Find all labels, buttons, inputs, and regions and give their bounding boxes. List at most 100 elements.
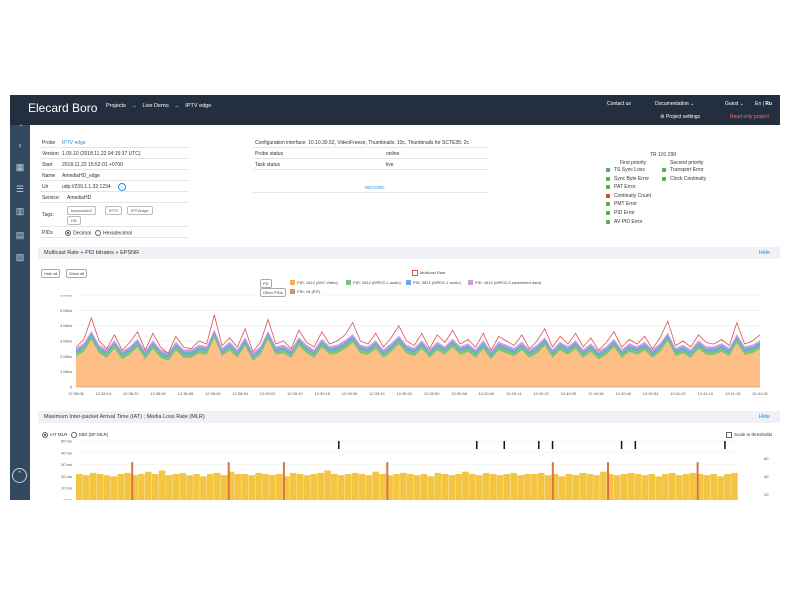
iat-spike-bar <box>607 462 609 500</box>
hide-link[interactable]: Hide <box>758 250 770 256</box>
iat-bar <box>689 472 697 500</box>
tag-chip[interactable]: IPTV <box>105 206 122 215</box>
columns-icon[interactable]: ▥ <box>15 206 25 216</box>
legend-swatch <box>468 280 473 286</box>
x-tick-label: 12:41:02 <box>670 391 686 396</box>
layout-icon[interactable]: ☰ <box>15 184 25 194</box>
iat-bar <box>282 476 290 500</box>
x-tick-label: 12:38:54 <box>232 391 248 396</box>
iat-spike-bar <box>282 462 285 500</box>
iat-bar <box>317 472 324 500</box>
status-error-icon <box>606 193 610 198</box>
probe-link[interactable]: IPTV edge <box>62 140 86 146</box>
table-icon[interactable]: ▤ <box>15 230 25 240</box>
tr101290-item: Transport Error <box>670 167 704 173</box>
iat-bar <box>524 474 531 500</box>
legend-multicast-rate[interactable]: Multicast Rate <box>412 270 445 276</box>
chevron-down-icon: ⌄ <box>739 101 744 107</box>
expand-arrow-icon[interactable]: › <box>18 140 22 150</box>
legend-pid[interactable]: PID: 2812 (MPEG-1 audio) <box>346 280 401 286</box>
guest-label: Guest <box>725 101 739 107</box>
x-tick-label: 12:41:18 <box>725 391 741 396</box>
x-tick-label: 12:40:14 <box>506 391 522 396</box>
y2-tick-label: 60 <box>764 456 769 461</box>
x-tick-label: 12:40:38 <box>588 391 604 396</box>
status-ok-icon <box>662 176 666 181</box>
breadcrumb-live-demo[interactable]: Live Demo <box>142 103 169 109</box>
section-title: Maximum Inter-packet Arrival Time (IAT) … <box>44 414 205 420</box>
breadcrumb-projects[interactable]: Projects <box>106 103 126 109</box>
y-tick-label: 0 <box>70 385 73 390</box>
other-pids-button[interactable]: Other PIDs <box>260 288 286 297</box>
iat-bar <box>358 474 366 500</box>
legend-pid[interactable]: PID: 4812 (MPEG-2 packetized data) <box>468 280 541 286</box>
x-tick-label: 12:39:34 <box>369 391 385 396</box>
x-tick-label: 12:38:14 <box>96 391 112 396</box>
mlr-marker <box>338 441 340 449</box>
show-all-button[interactable]: Show all <box>66 269 88 278</box>
grid-icon[interactable]: ▦ <box>15 162 25 172</box>
iat-bar <box>448 475 455 500</box>
status-ok-icon <box>606 176 610 181</box>
pids-hex-radio[interactable]: Hexadecimal <box>95 230 132 236</box>
mdi-radio[interactable]: MDI (DF:MLR) <box>71 432 108 438</box>
lang-ru[interactable]: Ru <box>765 101 772 107</box>
iat-bar <box>593 475 600 500</box>
iat-bar <box>227 471 235 500</box>
iat-bar <box>476 475 483 500</box>
x-tick-label: 12:38:30 <box>150 391 166 396</box>
iat-bar <box>303 475 311 500</box>
info-icon[interactable]: i <box>118 183 126 191</box>
divider <box>253 147 489 148</box>
iat-bar <box>213 472 221 500</box>
pids-decimal-radio[interactable]: Decimal <box>65 230 91 236</box>
iat-bar <box>731 472 738 500</box>
list-icon[interactable]: ▧ <box>15 252 25 262</box>
guest-menu[interactable]: Guest ⌄ <box>725 101 744 107</box>
iat-mlr-radio[interactable]: IAT MLR <box>42 432 67 438</box>
iat-chart[interactable]: 0 ms 10 ms 20 ms 30 ms 40 ms 50 ms 60 40 20 <box>38 438 780 500</box>
documentation-menu[interactable]: Documentation ⌄ <box>655 101 694 107</box>
project-settings-link[interactable]: ⚙ Project settings <box>660 114 700 120</box>
multicast-rate-chart[interactable]: 0 1 Mb/s 2 Mb/s 3 Mb/s 4 Mb/s 5 Mb/s 6 Mb/s 12:… <box>38 295 780 403</box>
status-ok-icon <box>606 202 610 207</box>
y-tick-label: 6 Mb/s <box>60 295 72 298</box>
legend-pid[interactable]: PID: 1612 (AVC Video) <box>290 280 338 286</box>
iat-bar <box>510 472 517 500</box>
iat-bar <box>372 471 380 500</box>
tag-chip[interactable]: HD <box>67 216 81 225</box>
contact-link[interactable]: Contact us <box>607 101 631 107</box>
mlr-marker <box>476 441 478 449</box>
breadcrumb-iptv-edge[interactable]: IPTV edge <box>185 103 212 109</box>
y-tick-label: 50 ms <box>61 439 72 444</box>
hide-all-button[interactable]: Hide all <box>41 269 61 278</box>
tag-chip[interactable]: IPTVedge <box>127 206 153 215</box>
iat-bar <box>675 475 683 500</box>
divider <box>40 237 188 238</box>
iat-bar <box>607 474 614 500</box>
service-label: Service: <box>42 195 61 201</box>
record-button[interactable]: RECORD <box>365 185 385 190</box>
tr101290-item: PID Error <box>614 210 635 216</box>
hide-link[interactable]: Hide <box>758 414 770 420</box>
x-tick-label: 12:38:46 <box>205 391 221 396</box>
lang-en[interactable]: En <box>755 101 762 107</box>
collapse-up-icon[interactable]: ⌃ <box>18 125 24 131</box>
iat-bar <box>662 474 669 500</box>
app-logo[interactable]: Elecard Boro <box>28 101 98 115</box>
pd-button[interactable]: PD <box>260 279 272 288</box>
iat-bar <box>600 471 607 500</box>
legend-pid-18[interactable]: PID: 18 (EIT) <box>290 289 320 295</box>
tag-chip[interactable]: transcoder2 <box>67 206 97 215</box>
second-priority-heading: Second priority <box>670 160 704 166</box>
mlr-marker <box>503 441 505 449</box>
iat-bar <box>558 476 566 500</box>
iat-spike-bar <box>227 462 230 500</box>
lang-separator: | <box>762 101 764 107</box>
scroll-top-icon[interactable]: ⌃ <box>12 468 27 483</box>
mlr-marker <box>551 441 554 449</box>
scale-thresholds-checkbox[interactable]: Scale to thresholds <box>726 432 772 438</box>
iat-bar <box>344 474 352 500</box>
legend-pid[interactable]: PID: 3812 (MPEG-1 audio) <box>406 280 461 286</box>
uri-label: Uri <box>42 184 49 190</box>
